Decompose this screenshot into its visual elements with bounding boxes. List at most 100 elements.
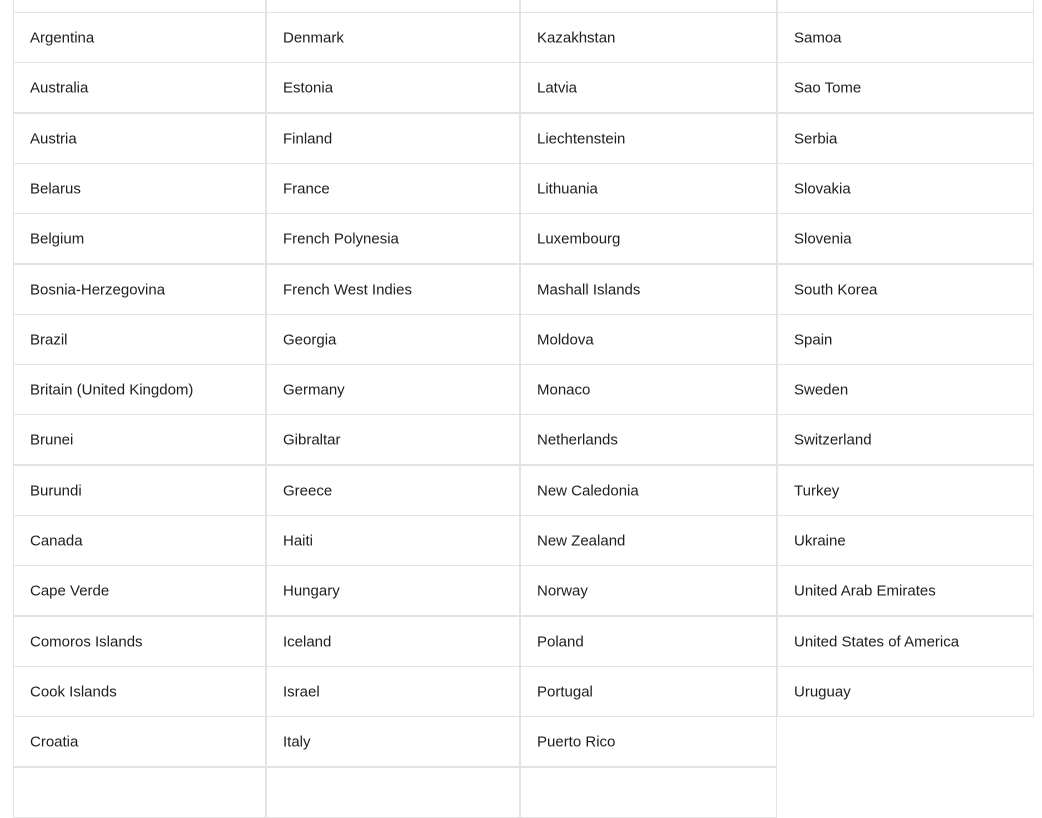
country-name: New Zealand	[537, 532, 626, 549]
country-cell: United Arab Emirates	[777, 565, 1034, 616]
country-cell: Germany	[266, 364, 520, 415]
country-name: Liechtenstein	[537, 130, 626, 147]
country-cell: Spain	[777, 314, 1034, 365]
country-cell: Luxembourg	[520, 213, 777, 264]
country-cell	[266, 767, 520, 818]
country-name: Canada	[30, 532, 83, 549]
country-name: Spain	[794, 331, 833, 348]
country-name: Belgium	[30, 230, 85, 247]
country-name: Uruguay	[794, 683, 851, 700]
country-cell: Croatia	[13, 716, 266, 767]
country-name: Cook Islands	[30, 683, 117, 700]
country-cell: Latvia	[520, 62, 777, 113]
country-cell: Slovenia	[777, 213, 1034, 264]
country-cell: Israel	[266, 666, 520, 717]
country-cell: Sweden	[777, 364, 1034, 415]
country-name: Puerto Rico	[537, 733, 616, 750]
country-cell: Brazil	[13, 314, 266, 365]
country-cell: Puerto Rico	[520, 716, 777, 767]
country-name: France	[283, 180, 330, 197]
country-cell	[13, 767, 266, 818]
country-name: Georgia	[283, 331, 337, 348]
country-cell: Slovakia	[777, 163, 1034, 214]
country-cell: Greece	[266, 465, 520, 516]
country-cell: Sao Tome	[777, 62, 1034, 113]
country-cell: Gibraltar	[266, 414, 520, 465]
country-name: Estonia	[283, 79, 334, 96]
country-cell: Ukraine	[777, 515, 1034, 566]
country-name: Comoros Islands	[30, 633, 143, 650]
country-name: Argentina	[30, 29, 95, 46]
country-name: Greece	[283, 482, 333, 499]
country-cell: Belgium	[13, 213, 266, 264]
country-cell: Austria	[13, 113, 266, 164]
country-cell: Haiti	[266, 515, 520, 566]
country-name: Ukraine	[794, 532, 846, 549]
country-name: New Caledonia	[537, 482, 639, 499]
country-cell: Serbia	[777, 113, 1034, 164]
country-cell: Belarus	[13, 163, 266, 214]
country-name: Netherlands	[537, 431, 618, 448]
country-name: Sao Tome	[794, 79, 862, 96]
country-name: South Korea	[794, 281, 878, 298]
country-name: Latvia	[537, 79, 578, 96]
country-name: Finland	[283, 130, 333, 147]
country-name: Switzerland	[794, 431, 872, 448]
country-name: Monaco	[537, 381, 591, 398]
country-name: Croatia	[30, 733, 79, 750]
country-cell: United States of America	[777, 616, 1034, 667]
country-cell: Samoa	[777, 12, 1034, 63]
country-name: Britain (United Kingdom)	[30, 381, 194, 398]
country-name: Slovakia	[794, 180, 851, 197]
country-name: Turkey	[794, 482, 840, 499]
country-name: Belarus	[30, 180, 81, 197]
country-cell: Estonia	[266, 62, 520, 113]
country-cell	[520, 767, 777, 818]
country-cell: Burundi	[13, 465, 266, 516]
country-cell: Mashall Islands	[520, 264, 777, 315]
country-name: Italy	[283, 733, 311, 750]
country-cell: Iceland	[266, 616, 520, 667]
country-name: Brazil	[30, 331, 68, 348]
country-name: United Arab Emirates	[794, 582, 936, 599]
country-name: Germany	[283, 381, 345, 398]
country-name: Israel	[283, 683, 320, 700]
country-name: French Polynesia	[283, 230, 399, 247]
country-name: French West Indies	[283, 281, 412, 298]
country-name: Gibraltar	[283, 431, 341, 448]
country-name: United States of America	[794, 633, 960, 650]
country-name: Samoa	[794, 29, 842, 46]
country-name: Lithuania	[537, 180, 598, 197]
country-name: Hungary	[283, 582, 340, 599]
country-name: Brunei	[30, 431, 74, 448]
country-cell: Norway	[520, 565, 777, 616]
country-name: Kazakhstan	[537, 29, 616, 46]
country-cell: Argentina	[13, 12, 266, 63]
country-cell: Monaco	[520, 364, 777, 415]
country-name: Denmark	[283, 29, 344, 46]
country-cell: Australia	[13, 62, 266, 113]
country-cell: Cook Islands	[13, 666, 266, 717]
country-cell: Switzerland	[777, 414, 1034, 465]
country-cell: Uruguay	[777, 666, 1034, 717]
country-cell: Kazakhstan	[520, 12, 777, 63]
country-cell: Portugal	[520, 666, 777, 717]
country-cell: French West Indies	[266, 264, 520, 315]
country-name: Norway	[537, 582, 588, 599]
country-cell: Liechtenstein	[520, 113, 777, 164]
country-name: Mashall Islands	[537, 281, 641, 298]
country-name: Haiti	[283, 532, 314, 549]
country-cell: Moldova	[520, 314, 777, 365]
country-name: Sweden	[794, 381, 849, 398]
country-name: Portugal	[537, 683, 593, 700]
country-cell: Italy	[266, 716, 520, 767]
country-name: Iceland	[283, 633, 332, 650]
country-cell: Hungary	[266, 565, 520, 616]
country-cell: Georgia	[266, 314, 520, 365]
country-cell: Canada	[13, 515, 266, 566]
country-cell: Finland	[266, 113, 520, 164]
country-name: Slovenia	[794, 230, 852, 247]
country-cell: Turkey	[777, 465, 1034, 516]
country-cell: Denmark	[266, 12, 520, 63]
country-name: Burundi	[30, 482, 82, 499]
